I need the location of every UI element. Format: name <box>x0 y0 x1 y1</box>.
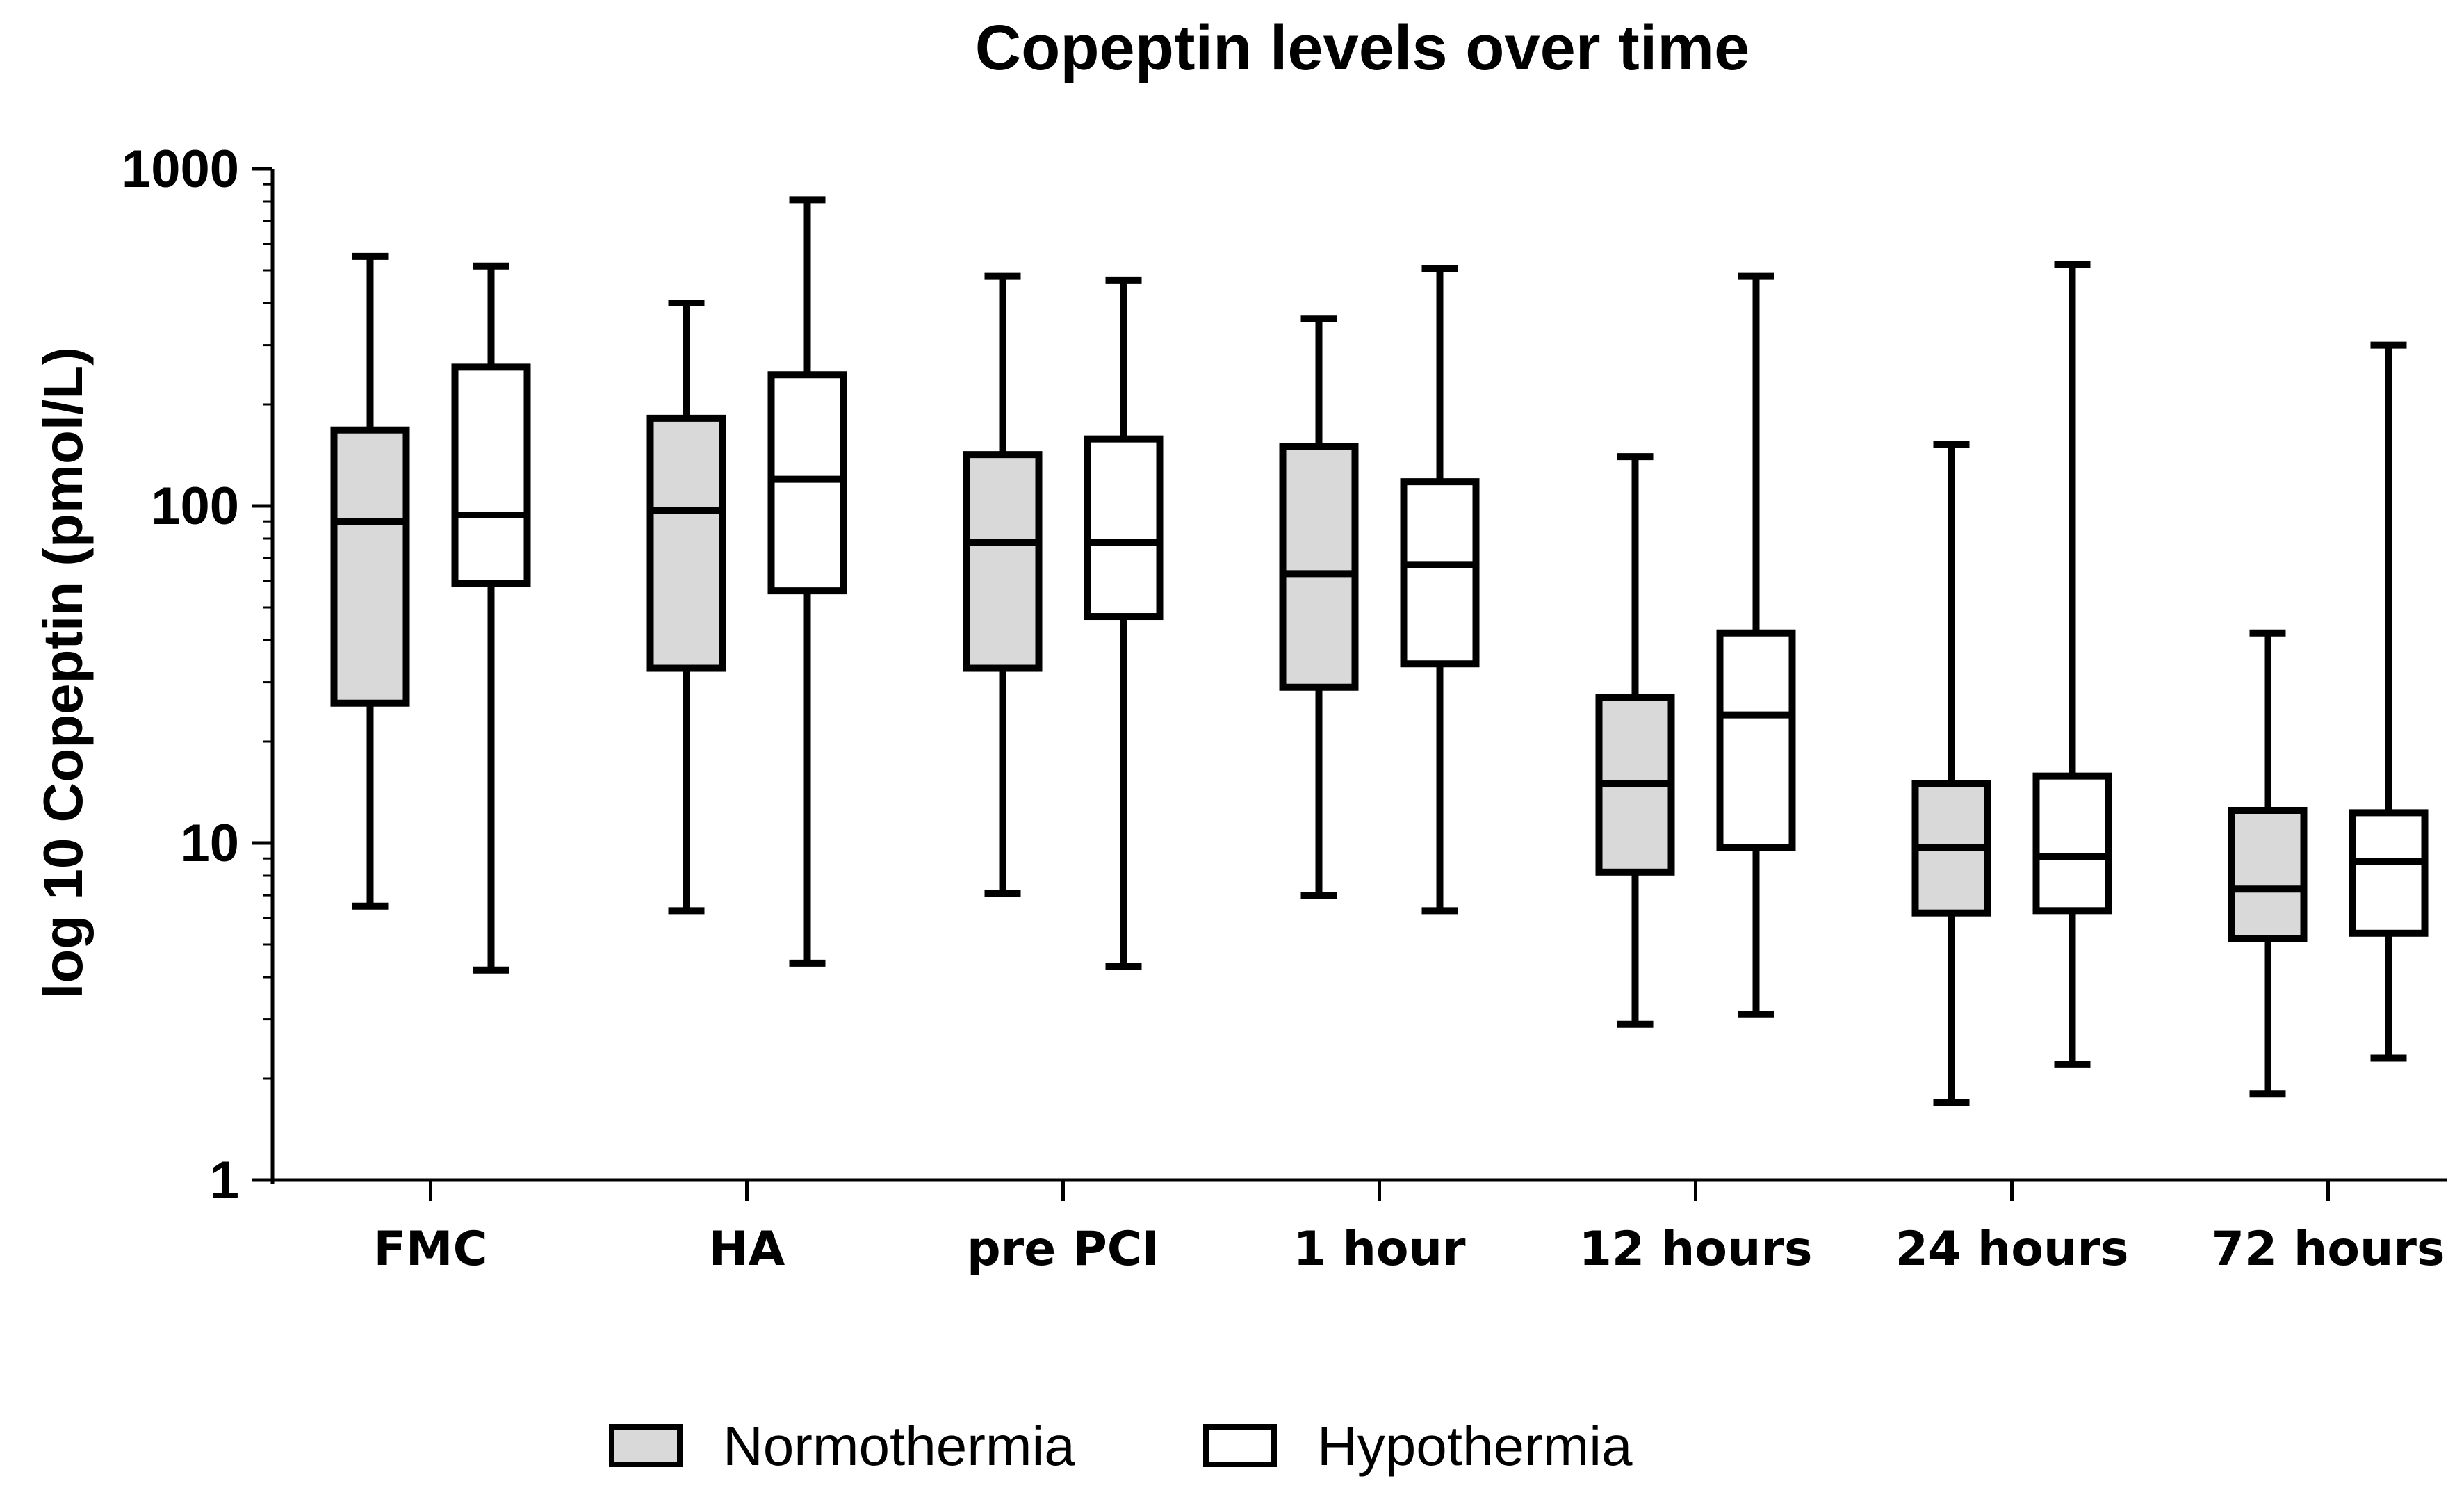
box-normothermia-24-hours <box>1911 441 1991 1106</box>
legend: Normothermia Hypothermia <box>609 1415 1633 1477</box>
box-hypothermia-72-hours <box>2349 341 2429 1062</box>
iqr-box <box>1400 478 1480 668</box>
box-hypothermia-ha <box>767 196 847 967</box>
chart-title: Copeptin levels over time <box>975 13 1750 83</box>
iqr-box <box>451 363 531 587</box>
axes <box>252 167 2447 1201</box>
y-tick-label: 1000 <box>122 140 239 199</box>
box-normothermia-fmc <box>330 252 410 910</box>
box-normothermia-12-hours <box>1595 453 1675 1028</box>
legend-swatch-normothermia <box>609 1424 683 1467</box>
legend-label-normothermia: Normothermia <box>723 1415 1075 1477</box>
box-normothermia-1-hour <box>1279 315 1359 899</box>
box-hypothermia-fmc <box>451 262 531 974</box>
x-tick-label: FMC <box>373 1222 487 1277</box>
legend-label-hypothermia: Hypothermia <box>1317 1415 1633 1477</box>
x-tick-label: 12 hours <box>1579 1222 1813 1277</box>
x-tick-label: pre PCI <box>967 1222 1159 1277</box>
iqr-box <box>963 451 1043 672</box>
y-axis-label: log 10 Copeptin (pmol/L) <box>32 347 94 999</box>
iqr-box <box>1279 443 1359 691</box>
x-tick-label: 24 hours <box>1895 1222 2129 1277</box>
box-normothermia-pre-pci <box>963 272 1043 897</box>
iqr-box <box>2228 806 2308 942</box>
box-hypothermia-1-hour <box>1400 265 1480 915</box>
x-tick-label: 72 hours <box>2212 1222 2445 1277</box>
box-normothermia-ha <box>646 300 726 915</box>
legend-swatch-hypothermia <box>1203 1424 1277 1467</box>
x-tick-labels: FMC HA pre PCI 1 hour 12 hours 24 hours 72 hou… <box>373 1222 2445 1277</box>
box-groups <box>330 196 2429 1106</box>
x-tick-label: 1 hour <box>1293 1222 1466 1277</box>
y-tick-label: 100 <box>151 477 239 536</box>
y-tick-label: 10 <box>180 814 239 873</box>
iqr-box <box>646 414 726 672</box>
iqr-box <box>1084 435 1164 621</box>
box-hypothermia-12-hours <box>1716 272 1796 1018</box>
iqr-box <box>1716 629 1796 851</box>
iqr-box <box>767 371 847 595</box>
box-hypothermia-pre-pci <box>1084 276 1164 970</box>
x-tick-label: HA <box>709 1222 785 1277</box>
y-tick-labels: 1 10 100 1000 <box>122 140 239 1210</box>
box-normothermia-72-hours <box>2228 629 2308 1098</box>
y-tick-label: 1 <box>210 1151 239 1210</box>
iqr-box <box>2032 772 2112 915</box>
box-hypothermia-24-hours <box>2032 261 2112 1068</box>
iqr-box <box>330 426 410 707</box>
iqr-box <box>2349 809 2429 937</box>
